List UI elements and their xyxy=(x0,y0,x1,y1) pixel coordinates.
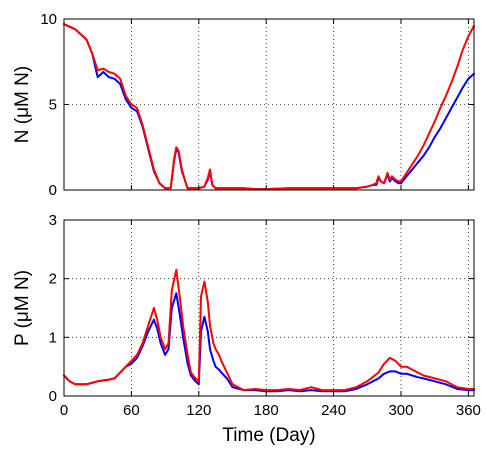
nitrogen-y-tick-label: 0 xyxy=(49,182,57,199)
nitrogen-ticks: 0 5 10 xyxy=(40,11,474,199)
x-tick-label: 0 xyxy=(60,402,68,419)
nitrogen-series-line xyxy=(63,23,475,191)
x-tick-label: 240 xyxy=(321,402,346,419)
nitrogen-series-group xyxy=(63,23,475,191)
phosphorus-axes-frame xyxy=(63,219,475,397)
x-tick-label: 60 xyxy=(123,402,140,419)
phosphorus-panel: 0 60 120 180 240 300 360 0 1 2 3 P (μM N) Time (Da… xyxy=(12,212,481,446)
phosphorus-series-line xyxy=(63,268,475,392)
phosphorus-y-axis-label: P (μM N) xyxy=(12,270,33,346)
x-tick-label: 360 xyxy=(456,402,481,419)
phosphorus-y-tick-label: 3 xyxy=(49,212,57,229)
phosphorus-series-line xyxy=(63,292,475,393)
phosphorus-y-tick-label: 2 xyxy=(49,271,57,288)
phosphorus-series-group xyxy=(63,268,475,393)
x-tick-label: 300 xyxy=(388,402,413,419)
x-tick-label: 120 xyxy=(186,402,211,419)
nitrogen-y-tick-label: 10 xyxy=(40,11,57,28)
phosphorus-ticks: 0 60 120 180 240 300 360 0 1 2 3 xyxy=(49,212,481,419)
phosphorus-grid xyxy=(64,220,474,396)
phosphorus-y-tick-label: 1 xyxy=(49,329,57,346)
nitrogen-y-axis-label: N (μM N) xyxy=(12,66,33,143)
nitrogen-y-tick-label: 5 xyxy=(49,97,57,114)
time-x-axis-label: Time (Day) xyxy=(222,425,315,446)
x-tick-label: 180 xyxy=(254,402,279,419)
phosphorus-y-tick-label: 0 xyxy=(49,388,57,405)
nitrogen-panel: 0 5 10 N (μM N) xyxy=(12,11,475,199)
